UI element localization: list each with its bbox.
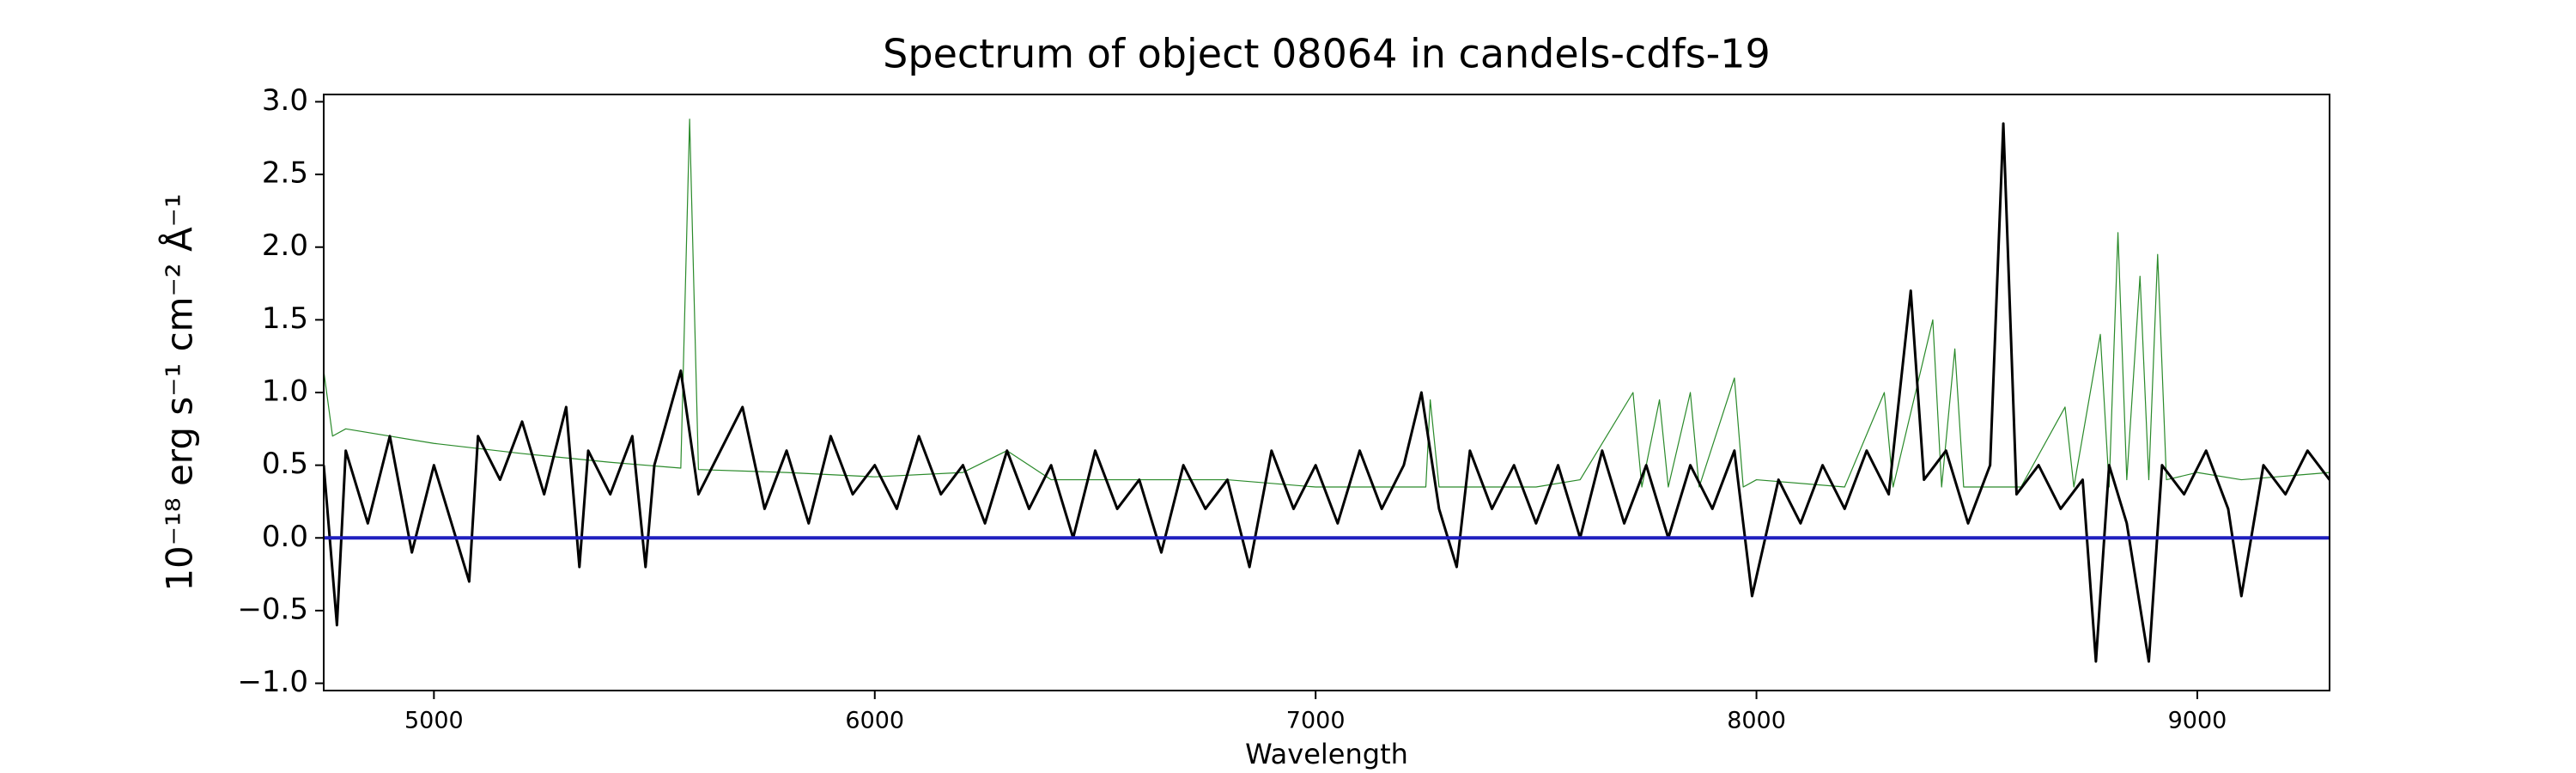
spectrum-line	[324, 119, 2330, 488]
x-axis-label: Wavelength	[1245, 738, 1408, 770]
y-axis-label: 10⁻¹⁸ erg s⁻¹ cm⁻² Å⁻¹	[158, 193, 201, 591]
x-tick-label: 7000	[1286, 708, 1346, 734]
y-tick-label: 1.5	[262, 301, 308, 336]
x-tick-label: 9000	[2168, 708, 2227, 734]
spectrum-line	[324, 122, 2330, 663]
y-tick-label: −1.0	[237, 665, 308, 699]
y-tick-label: 0.0	[262, 520, 308, 554]
y-tick-label: 2.0	[262, 228, 308, 263]
y-tick-label: 2.5	[262, 156, 308, 191]
y-tick-label: 0.5	[262, 447, 308, 481]
x-tick-label: 8000	[1727, 708, 1786, 734]
y-tick-label: 1.0	[262, 374, 308, 409]
plot-frame	[323, 94, 2330, 691]
y-tick-label: 3.0	[262, 83, 308, 118]
x-tick-label: 5000	[404, 708, 464, 734]
y-tick-label: −0.5	[237, 592, 308, 626]
x-tick-label: 6000	[845, 708, 904, 734]
chart-title: Spectrum of object 08064 in candels-cdfs…	[883, 31, 1771, 77]
